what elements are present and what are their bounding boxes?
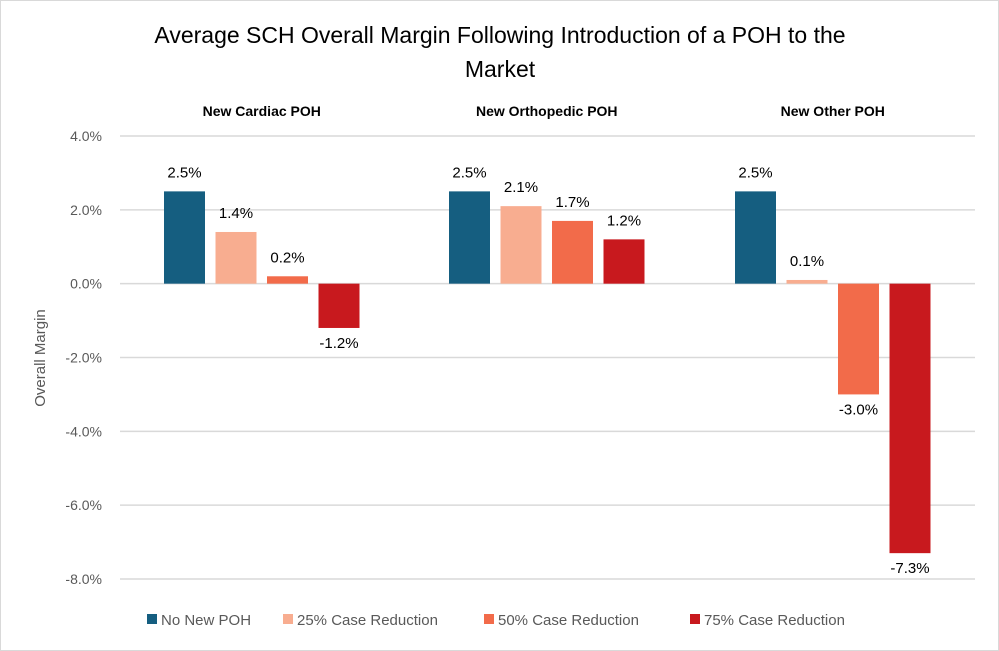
category-label: New Cardiac POH <box>203 103 321 119</box>
data-label: -1.2% <box>319 335 358 352</box>
legend-item: 50% Case Reduction <box>484 612 639 629</box>
legend-item: 25% Case Reduction <box>283 612 438 629</box>
bar <box>500 206 542 284</box>
data-label: 2.5% <box>738 164 772 181</box>
data-label: 1.7% <box>555 194 589 211</box>
y-axis-label: Overall Margin <box>32 309 49 407</box>
data-label: 2.1% <box>504 179 538 196</box>
data-label: 0.1% <box>790 253 824 270</box>
legend-label: 75% Case Reduction <box>704 612 845 629</box>
legend-item: No New POH <box>147 612 251 629</box>
y-tick-label: -8.0% <box>65 571 102 587</box>
bar <box>267 276 308 284</box>
y-tick-label: -2.0% <box>65 350 102 366</box>
bar <box>318 283 360 328</box>
data-label: 1.4% <box>219 205 253 222</box>
data-label: 2.5% <box>167 164 201 181</box>
y-tick-label: -6.0% <box>65 497 102 513</box>
chart-title-line-2: Market <box>465 56 536 82</box>
bar <box>552 220 593 284</box>
bar <box>735 191 776 284</box>
legend-label: 25% Case Reduction <box>297 612 438 629</box>
legend-swatch <box>690 614 700 624</box>
chart-title-line-1: Average SCH Overall Margin Following Int… <box>154 22 845 48</box>
category-label: New Other POH <box>781 103 885 119</box>
bar <box>786 279 828 284</box>
bar <box>603 239 645 284</box>
bar <box>449 191 490 284</box>
y-tick-label: -4.0% <box>65 423 102 439</box>
legend-item: 75% Case Reduction <box>690 612 845 629</box>
bar <box>889 283 931 554</box>
y-tick-label: 2.0% <box>70 202 102 218</box>
bar <box>215 231 257 284</box>
data-label: 0.2% <box>270 249 304 266</box>
data-label: 1.2% <box>607 212 641 229</box>
bar <box>164 191 205 284</box>
y-tick-label: 4.0% <box>70 128 102 144</box>
category-label: New Orthopedic POH <box>476 103 618 119</box>
legend-swatch <box>283 614 293 624</box>
legend-label: 50% Case Reduction <box>498 612 639 629</box>
legend-label: No New POH <box>161 612 251 629</box>
data-label: 2.5% <box>452 164 486 181</box>
data-label: -7.3% <box>890 560 929 577</box>
y-tick-label: 0.0% <box>70 276 102 292</box>
data-label: -3.0% <box>839 401 878 418</box>
legend-swatch <box>147 614 157 624</box>
legend-swatch <box>484 614 494 624</box>
bar <box>838 283 879 395</box>
